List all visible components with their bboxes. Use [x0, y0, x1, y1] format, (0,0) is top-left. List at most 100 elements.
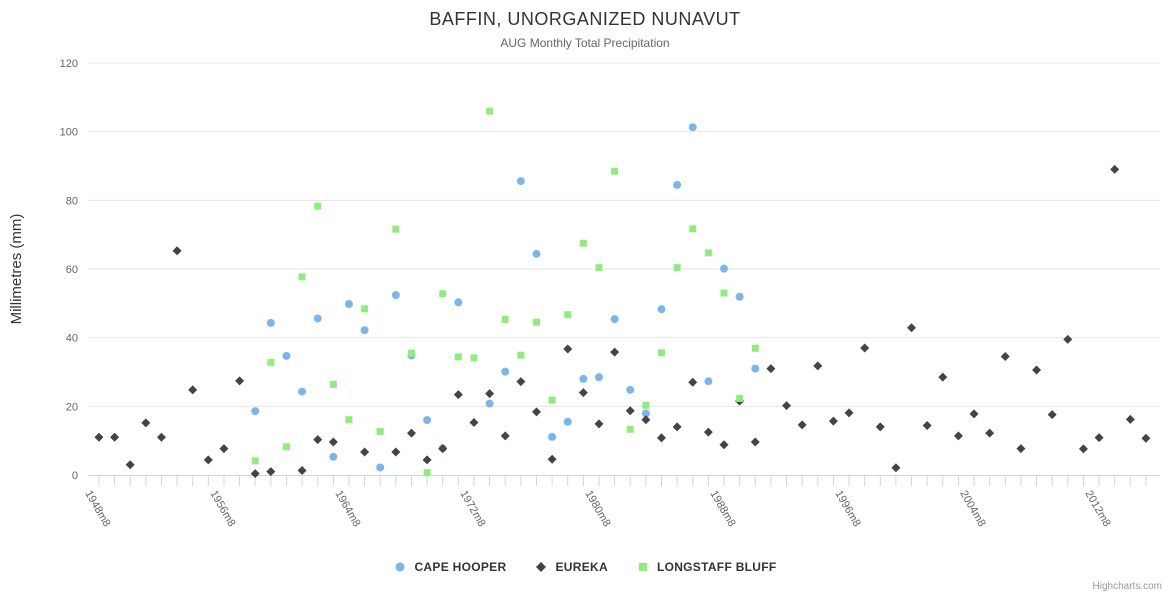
point-eureka[interactable]: [1110, 164, 1120, 174]
point-eureka[interactable]: [188, 385, 198, 395]
point-eureka[interactable]: [297, 466, 307, 476]
point-eureka[interactable]: [610, 347, 620, 357]
point-eureka[interactable]: [860, 343, 870, 353]
point-eureka[interactable]: [953, 431, 963, 441]
legend-item-longstaff-bluff[interactable]: LONGSTAFF BLUFF: [636, 560, 777, 574]
point-cape-hooper[interactable]: [626, 385, 635, 394]
point-longstaff-bluff[interactable]: [501, 315, 509, 323]
point-longstaff-bluff[interactable]: [642, 401, 650, 409]
point-eureka[interactable]: [141, 418, 151, 428]
point-eureka[interactable]: [235, 376, 245, 386]
point-longstaff-bluff[interactable]: [298, 273, 306, 281]
point-eureka[interactable]: [1000, 352, 1010, 362]
point-cape-hooper[interactable]: [360, 326, 369, 335]
point-eureka[interactable]: [875, 422, 885, 432]
point-eureka[interactable]: [891, 463, 901, 473]
point-cape-hooper[interactable]: [704, 377, 713, 386]
point-longstaff-bluff[interactable]: [267, 358, 275, 366]
point-longstaff-bluff[interactable]: [579, 239, 587, 247]
point-eureka[interactable]: [469, 417, 479, 427]
point-eureka[interactable]: [641, 415, 651, 425]
point-cape-hooper[interactable]: [641, 409, 650, 418]
point-longstaff-bluff[interactable]: [548, 396, 556, 404]
point-eureka[interactable]: [703, 427, 713, 437]
point-cape-hooper[interactable]: [751, 364, 760, 373]
point-cape-hooper[interactable]: [516, 177, 525, 186]
point-eureka[interactable]: [1063, 334, 1073, 344]
point-cape-hooper[interactable]: [344, 300, 353, 309]
point-eureka[interactable]: [563, 344, 573, 354]
point-eureka[interactable]: [360, 447, 370, 457]
point-cape-hooper[interactable]: [454, 298, 463, 307]
point-eureka[interactable]: [156, 432, 166, 442]
point-longstaff-bluff[interactable]: [626, 425, 634, 433]
point-eureka[interactable]: [328, 437, 338, 447]
point-eureka[interactable]: [547, 454, 557, 464]
point-eureka[interactable]: [250, 469, 260, 479]
point-longstaff-bluff[interactable]: [470, 354, 478, 362]
point-longstaff-bluff[interactable]: [314, 202, 322, 210]
point-eureka[interactable]: [438, 444, 448, 454]
point-eureka[interactable]: [516, 377, 526, 387]
point-cape-hooper[interactable]: [657, 305, 666, 314]
point-cape-hooper[interactable]: [610, 315, 619, 324]
point-eureka[interactable]: [1032, 365, 1042, 375]
point-cape-hooper[interactable]: [423, 416, 432, 425]
point-cape-hooper[interactable]: [532, 249, 541, 258]
point-longstaff-bluff[interactable]: [361, 305, 369, 313]
point-eureka[interactable]: [782, 401, 792, 411]
point-cape-hooper[interactable]: [563, 417, 572, 426]
point-cape-hooper[interactable]: [266, 318, 275, 327]
point-longstaff-bluff[interactable]: [517, 351, 525, 359]
point-longstaff-bluff[interactable]: [392, 225, 400, 233]
point-eureka[interactable]: [1047, 410, 1057, 420]
point-eureka[interactable]: [813, 361, 823, 371]
point-eureka[interactable]: [110, 432, 120, 442]
point-eureka[interactable]: [797, 420, 807, 430]
point-longstaff-bluff[interactable]: [595, 264, 603, 272]
point-cape-hooper[interactable]: [251, 407, 260, 416]
point-eureka[interactable]: [1016, 444, 1026, 454]
point-eureka[interactable]: [750, 437, 760, 447]
point-eureka[interactable]: [766, 364, 776, 374]
point-eureka[interactable]: [985, 428, 995, 438]
point-eureka[interactable]: [1125, 414, 1135, 424]
point-longstaff-bluff[interactable]: [251, 457, 259, 465]
point-eureka[interactable]: [485, 389, 495, 399]
point-cape-hooper[interactable]: [329, 452, 338, 461]
point-cape-hooper[interactable]: [548, 432, 557, 441]
point-eureka[interactable]: [938, 372, 948, 382]
point-eureka[interactable]: [688, 377, 698, 387]
point-longstaff-bluff[interactable]: [751, 344, 759, 352]
point-longstaff-bluff[interactable]: [454, 353, 462, 361]
point-longstaff-bluff[interactable]: [704, 249, 712, 257]
point-longstaff-bluff[interactable]: [532, 318, 540, 326]
point-cape-hooper[interactable]: [313, 314, 322, 323]
point-eureka[interactable]: [453, 390, 463, 400]
point-longstaff-bluff[interactable]: [423, 469, 431, 477]
point-eureka[interactable]: [828, 416, 838, 426]
point-cape-hooper[interactable]: [735, 292, 744, 301]
point-cape-hooper[interactable]: [501, 367, 510, 376]
highcharts-credits-link[interactable]: Highcharts.com: [1092, 581, 1162, 592]
point-cape-hooper[interactable]: [391, 291, 400, 300]
point-longstaff-bluff[interactable]: [376, 427, 384, 435]
point-longstaff-bluff[interactable]: [439, 290, 447, 298]
point-eureka[interactable]: [625, 406, 635, 416]
point-longstaff-bluff[interactable]: [329, 380, 337, 388]
point-longstaff-bluff[interactable]: [658, 349, 666, 357]
point-cape-hooper[interactable]: [720, 264, 729, 273]
point-eureka[interactable]: [500, 431, 510, 441]
point-longstaff-bluff[interactable]: [673, 264, 681, 272]
point-cape-hooper[interactable]: [485, 399, 494, 408]
point-eureka[interactable]: [94, 432, 104, 442]
point-eureka[interactable]: [1094, 433, 1104, 443]
point-eureka[interactable]: [406, 428, 416, 438]
point-eureka[interactable]: [1141, 433, 1151, 443]
point-longstaff-bluff[interactable]: [689, 225, 697, 233]
point-eureka[interactable]: [594, 419, 604, 429]
point-cape-hooper[interactable]: [376, 463, 385, 472]
point-longstaff-bluff[interactable]: [564, 311, 572, 319]
point-eureka[interactable]: [266, 467, 276, 477]
point-eureka[interactable]: [172, 246, 182, 256]
